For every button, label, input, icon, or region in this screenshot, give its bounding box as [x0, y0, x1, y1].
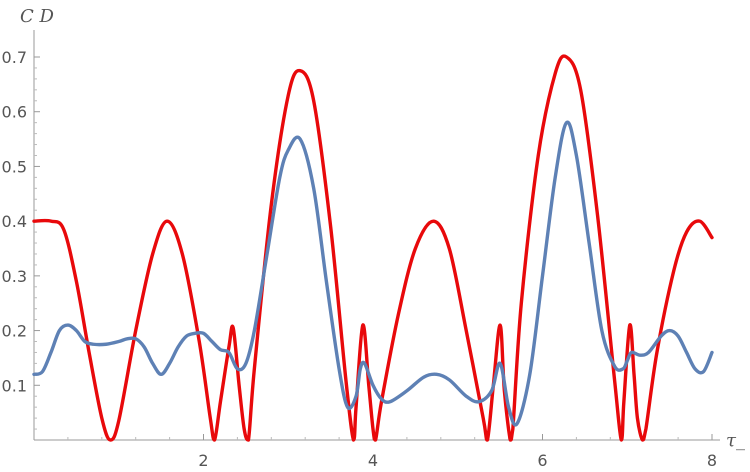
y-tick-label: 0.1: [2, 376, 27, 395]
x-tick-label: 4: [368, 451, 378, 470]
x-axis-title: τ_: [726, 430, 745, 451]
y-tick-label: 0.2: [2, 322, 27, 341]
series-layer: [32, 54, 714, 442]
x-tick-label: 6: [537, 451, 547, 470]
y-tick-label: 0.6: [2, 103, 27, 122]
y-ticks: 0.1 0.2 0.3 0.4 0.5 0.6 0.7: [2, 48, 40, 430]
series-line-1: [32, 54, 714, 442]
y-tick-label: 0.4: [2, 212, 27, 231]
x-tick-label: 8: [707, 451, 717, 470]
y-tick-label: 0.3: [2, 267, 27, 286]
series-line-2: [32, 120, 714, 427]
x-tick-label: 2: [198, 451, 208, 470]
y-axis: 0.1 0.2 0.3 0.4 0.5 0.6 0.7 C D: [2, 6, 54, 440]
y-tick-label: 0.7: [2, 48, 27, 67]
x-axis: 2 4 6 8 τ_: [34, 430, 745, 470]
y-axis-title: C D: [20, 6, 54, 27]
y-tick-label: 0.5: [2, 157, 27, 176]
